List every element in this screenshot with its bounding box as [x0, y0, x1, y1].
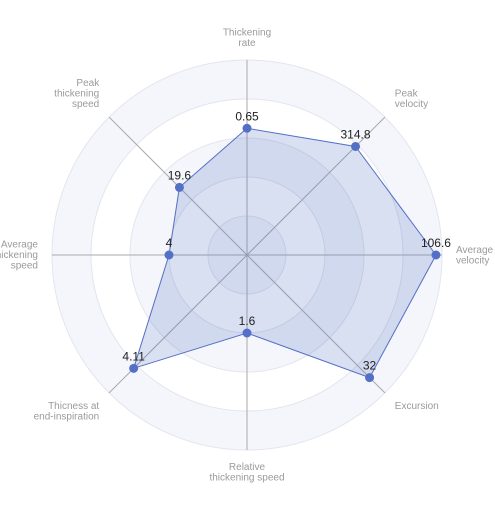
- radar-data-point[interactable]: [164, 250, 174, 260]
- radar-axis-label: Averagethickeningspeed: [0, 240, 38, 272]
- radar-axis-labels: Thickening rate Peak velocity Average velocit…: [0, 28, 494, 484]
- radar-value-label: 19.6: [168, 168, 192, 182]
- radar-axis-label: Excursion: [395, 401, 439, 412]
- radar-points: [129, 123, 441, 383]
- radar-data-point[interactable]: [351, 141, 361, 151]
- radar-value-label: 32: [363, 359, 377, 373]
- radar-axis-line: [246, 116, 386, 256]
- radar-axis-label: Peak velocity: [395, 89, 428, 111]
- radar-value-label: 4.11: [122, 349, 145, 363]
- radar-data-point[interactable]: [242, 328, 252, 338]
- radar-axes: [52, 60, 442, 450]
- radar-value-label: 4: [166, 236, 173, 250]
- radar-value-label: 314.8: [341, 127, 371, 141]
- radar-value-label: 106.6: [421, 236, 451, 250]
- radar-data-point[interactable]: [242, 123, 252, 133]
- radar-axis-label: Thicness at end-inspiration: [34, 401, 100, 423]
- radar-data-point[interactable]: [174, 182, 184, 192]
- radar-data-point[interactable]: [365, 373, 375, 383]
- radar-value-labels: 0.65 314.8 106.6 32 1.6 4.11 4 19.6: [122, 109, 451, 372]
- radar-axis-label: Average velocity: [456, 245, 494, 267]
- radar-value-label: 1.6: [239, 314, 256, 328]
- radar-axis-label: Peak thickening speed: [54, 78, 100, 110]
- radar-axis-label: Thickening rate: [223, 28, 271, 50]
- radar-value-label: 0.65: [235, 109, 259, 123]
- radar-data-point[interactable]: [129, 363, 139, 373]
- radar-axis-line: [246, 254, 386, 394]
- radar-axis-label: Relative thickening speed: [209, 462, 284, 484]
- radar-data-point[interactable]: [431, 250, 441, 260]
